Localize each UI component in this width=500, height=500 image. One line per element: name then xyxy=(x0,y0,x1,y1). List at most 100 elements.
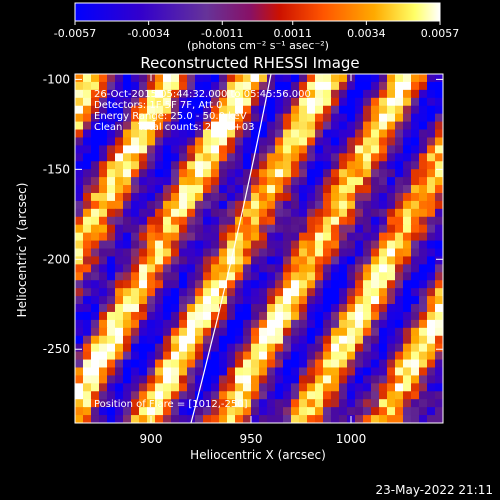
heatmap-cell xyxy=(187,89,196,99)
heatmap-cell xyxy=(243,216,252,226)
heatmap-cell xyxy=(83,359,92,369)
heatmap-cell xyxy=(379,192,388,202)
heatmap-cell xyxy=(379,105,388,115)
heatmap-cell xyxy=(235,343,244,353)
heatmap-cell xyxy=(83,264,92,273)
heatmap-cell xyxy=(259,200,268,210)
heatmap-cell xyxy=(91,208,100,218)
heatmap-cell xyxy=(219,129,228,139)
heatmap-cell xyxy=(315,192,324,202)
heatmap-cell xyxy=(411,296,420,305)
heatmap-cell xyxy=(187,161,196,170)
heatmap-cell xyxy=(307,415,316,423)
heatmap-cell xyxy=(419,232,428,242)
heatmap-cell xyxy=(187,327,196,337)
heatmap-cell xyxy=(307,359,316,369)
heatmap-cell xyxy=(179,232,188,242)
heatmap-cell xyxy=(123,153,132,162)
heatmap-cell xyxy=(99,232,108,242)
heatmap-cell xyxy=(203,351,212,361)
heatmap-cell xyxy=(83,248,92,258)
heatmap-cell xyxy=(235,288,244,297)
heatmap-cell xyxy=(387,169,396,178)
heatmap-cell xyxy=(227,272,236,281)
heatmap-cell xyxy=(435,232,443,242)
heatmap-cell xyxy=(275,391,284,400)
heatmap-cell xyxy=(259,232,268,242)
heatmap-cell xyxy=(187,280,196,289)
heatmap-cell xyxy=(83,351,92,361)
heatmap-cell xyxy=(139,121,148,131)
heatmap-cell xyxy=(411,224,420,234)
heatmap-cell xyxy=(123,351,132,361)
heatmap-cell xyxy=(411,169,420,178)
heatmap-cell xyxy=(331,129,340,139)
heatmap-cell xyxy=(91,367,100,377)
heatmap-cell xyxy=(403,113,412,123)
heatmap-cell xyxy=(123,335,132,345)
heatmap-cell xyxy=(91,105,100,115)
heatmap-cell xyxy=(395,288,404,297)
heatmap-cell xyxy=(211,319,220,329)
heatmap-cell xyxy=(187,399,196,408)
heatmap-cell xyxy=(235,129,244,139)
heatmap-cell xyxy=(323,192,332,202)
heatmap-cell xyxy=(219,89,228,99)
heatmap-cell xyxy=(187,121,196,131)
heatmap-cell xyxy=(291,296,300,305)
heatmap-cell xyxy=(91,74,100,83)
heatmap-cell xyxy=(283,161,292,170)
heatmap-cell xyxy=(147,177,156,186)
heatmap-cell xyxy=(123,288,132,297)
heatmap-cell xyxy=(395,304,404,313)
heatmap-cell xyxy=(243,105,252,115)
heatmap-cell xyxy=(163,200,172,210)
heatmap-cell xyxy=(211,97,220,107)
heatmap-cell xyxy=(315,89,324,99)
heatmap-cell xyxy=(379,97,388,107)
heatmap-cell xyxy=(387,153,396,162)
heatmap-cell xyxy=(115,399,124,408)
heatmap-cell xyxy=(107,359,116,369)
heatmap-cell xyxy=(339,224,348,234)
heatmap-cell xyxy=(235,113,244,123)
heatmap-cell xyxy=(331,319,340,329)
heatmap-cell xyxy=(211,343,220,353)
heatmap-cell xyxy=(123,74,132,83)
heatmap-cell xyxy=(99,113,108,123)
heatmap-cell xyxy=(123,399,132,408)
colorbar-tick-label: -0.0057 xyxy=(54,27,96,40)
heatmap-cell xyxy=(235,359,244,369)
heatmap-cell xyxy=(339,232,348,242)
heatmap-cell xyxy=(179,272,188,281)
heatmap-cell xyxy=(315,343,324,353)
heatmap-cell xyxy=(227,224,236,234)
heatmap-cell xyxy=(259,185,268,194)
heatmap-cell xyxy=(259,264,268,273)
heatmap-cell xyxy=(115,192,124,202)
heatmap-cell xyxy=(107,248,116,258)
heatmap-cell xyxy=(251,216,260,226)
heatmap-cell xyxy=(195,248,204,258)
heatmap-cell xyxy=(371,224,380,234)
heatmap-cell xyxy=(419,81,428,91)
heatmap-cell xyxy=(195,232,204,242)
heatmap-cell xyxy=(363,177,372,186)
heatmap-cell xyxy=(291,288,300,297)
heatmap-cell xyxy=(339,129,348,139)
heatmap-cell xyxy=(171,319,180,329)
heatmap-cell xyxy=(291,256,300,265)
heatmap-cell xyxy=(235,145,244,154)
heatmap-cell xyxy=(299,97,308,107)
heatmap-cell xyxy=(131,296,140,305)
heatmap-cell xyxy=(139,256,148,265)
heatmap-cell xyxy=(347,121,356,131)
heatmap-cell xyxy=(243,224,252,234)
heatmap-cell xyxy=(171,248,180,258)
heatmap-cell xyxy=(219,327,228,337)
heatmap-cell xyxy=(275,89,284,99)
heatmap-cell xyxy=(75,153,84,162)
heatmap-cell xyxy=(99,375,108,384)
heatmap-cell xyxy=(219,383,228,392)
heatmap-cell xyxy=(235,137,244,146)
